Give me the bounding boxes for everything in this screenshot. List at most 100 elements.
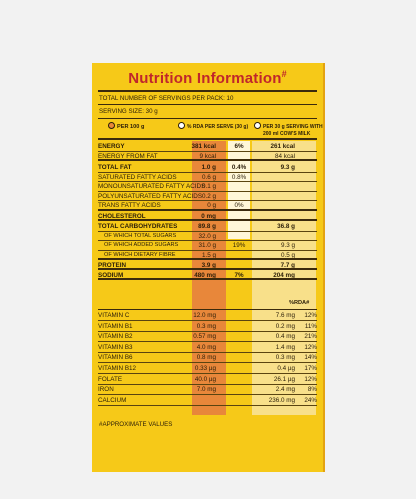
radio-icon [108,122,115,129]
row-divider [98,394,317,395]
row-divider [98,362,317,363]
table-row: ENERGY 381 kcal 6% 261 kcal [98,142,317,152]
row-divider [98,208,317,211]
nutrient-label: VITAMIN C [98,312,130,319]
nutrient-label: VITAMIN B12 [98,365,137,372]
per100-value: 89.8 g [198,223,216,230]
row-divider [98,330,317,332]
nutrient-label: POLYUNSATURATED FATTY ACIDS [98,192,203,200]
nutrient-label: MONOUNSATURATED FATTY ACIDS [98,183,206,190]
nutrient-label: OF WHICH DIETARY FIBRE [104,251,176,258]
row-divider [98,219,317,221]
per100-value: 32.0 g [198,232,216,240]
nutrient-label: VITAMIN B3 [98,343,133,351]
nutrient-label: CALCIUM [98,396,127,404]
rda-column-bg [228,141,250,239]
vitamin-row: VITAMIN B1 0.3 mg 0.2 mg 11% [98,322,317,332]
milk-header: PER 30 g SERVING WITH 200 ml COW'S MILK [254,122,323,138]
milk-value: 236.0 mg [268,396,295,404]
per100-value: 3.9 g [201,261,216,269]
row-divider [98,404,317,406]
nutrient-label: PROTEIN [98,261,126,269]
milk-value: 9.3 g [280,164,295,171]
per100-value: 1.0 g [201,164,216,171]
milk-rda-value: 17% [304,365,317,372]
row-divider [98,240,317,241]
milk-value: 7.6 mg [275,312,295,319]
milk-rda-value: 12% [304,312,317,319]
serving-size: SERVING SIZE: 30 g [99,108,158,115]
table-row: MONOUNSATURATED FATTY ACIDS 0.1 g [98,182,317,192]
per100-value: 31.0 g [198,242,216,249]
nutrient-label: TOTAL CARBOHYDRATES [98,223,178,230]
row-divider [98,190,317,192]
nutrient-label: ENERGY FROM FAT [98,152,158,160]
milk-value: 0.5 g [280,251,295,259]
milk-value: 9.3 g [280,242,295,249]
nutrition-panel: Nutrition Information# TOTAL NUMBER OF S… [92,63,325,472]
nutrient-label: VITAMIN B6 [98,354,133,362]
per100-value: 0.3 mg [196,322,216,330]
table-row: OF WHICH TOTAL SUGARS 32.0 g [98,232,317,241]
row-divider [98,319,317,321]
per100-value: 12.0 mg [193,312,216,319]
rda-value: 0% [234,202,244,209]
milk-value: 84 kcal [275,152,295,160]
per100-value: 0 g [207,202,216,209]
row-divider [98,159,317,161]
table-row: OF WHICH DIETARY FIBRE 1.5 g 0.5 g [98,251,317,260]
row-divider [98,383,317,385]
nutrient-label: FOLATE [98,375,123,383]
milk-value: 261 kcal [270,143,295,150]
vitamin-row: VITAMIN B6 0.8 mg 0.3 mg 14% [98,353,317,363]
vitamin-row: FOLATE 40.0 µg 26.1 µg 12% [98,375,317,385]
nutrient-label: TOTAL FAT [98,164,132,171]
rda-value: 7% [234,271,244,279]
radio-icon [254,122,261,129]
nutrient-label: VITAMIN B1 [98,322,133,330]
per100-value: 7.0 mg [196,386,216,394]
table-row: TRANS FATTY ACIDS 0 g 0% [98,201,317,211]
divider [98,104,317,105]
per100-value: 9 kcal [199,152,216,160]
milk-value: 7.7 g [280,261,295,269]
milk-value: 204 mg [273,271,295,279]
table-row: SATURATED FATTY ACIDS 0.6 g 0.8% [98,173,317,182]
row-divider [98,249,317,251]
row-divider [98,181,317,182]
milk-value: 0.3 mg [275,354,295,362]
vitamin-row: CALCIUM 236.0 mg 24% [98,396,317,406]
vitamin-row: VITAMIN B2 0.57 mg 0.4 mg 21% [98,332,317,342]
milk-value: 2.4 mg [275,386,295,394]
nutrient-label: SATURATED FATTY ACIDS [98,173,177,181]
per100-value: 381 kcal [191,143,216,150]
milk-rda-value: 12% [304,375,317,383]
milk-value: 36.8 g [277,223,295,230]
table-row: TOTAL CARBOHYDRATES 89.8 g 36.8 g [98,222,317,232]
nutrient-label: SODIUM [98,271,124,279]
vitamin-rule [98,309,317,310]
vitamin-row: VITAMIN B12 0.33 µg 0.4 µg 17% [98,364,317,374]
row-divider [98,268,317,270]
milk-rda-value: 21% [304,333,317,341]
divider [98,118,317,119]
per100-header: PER 100 g [108,122,144,131]
milk-value: 1.4 mg [275,343,295,351]
row-divider [98,258,317,260]
row-divider [98,351,317,353]
nutrient-label: OF WHICH TOTAL SUGARS [104,232,177,239]
table-row: PROTEIN 3.9 g 7.7 g [98,261,317,270]
milk-rda-value: 8% [307,386,317,394]
milk-rda-value: 11% [304,322,317,330]
row-divider [98,230,317,232]
per100-value: 0 mg [201,212,216,220]
per100-value: 0.6 g [201,173,216,181]
nutrient-label: CHOLESTEROL [98,212,146,220]
nutrient-label: VITAMIN B2 [98,333,133,341]
vitamin-row: VITAMIN C 12.0 mg 7.6 mg 12% [98,311,317,321]
nutrient-label: TRANS FATTY ACIDS [98,202,161,209]
nutrient-label: IRON [98,386,114,394]
row-divider [98,278,317,280]
row-divider [98,372,317,374]
title-rule [98,90,317,92]
